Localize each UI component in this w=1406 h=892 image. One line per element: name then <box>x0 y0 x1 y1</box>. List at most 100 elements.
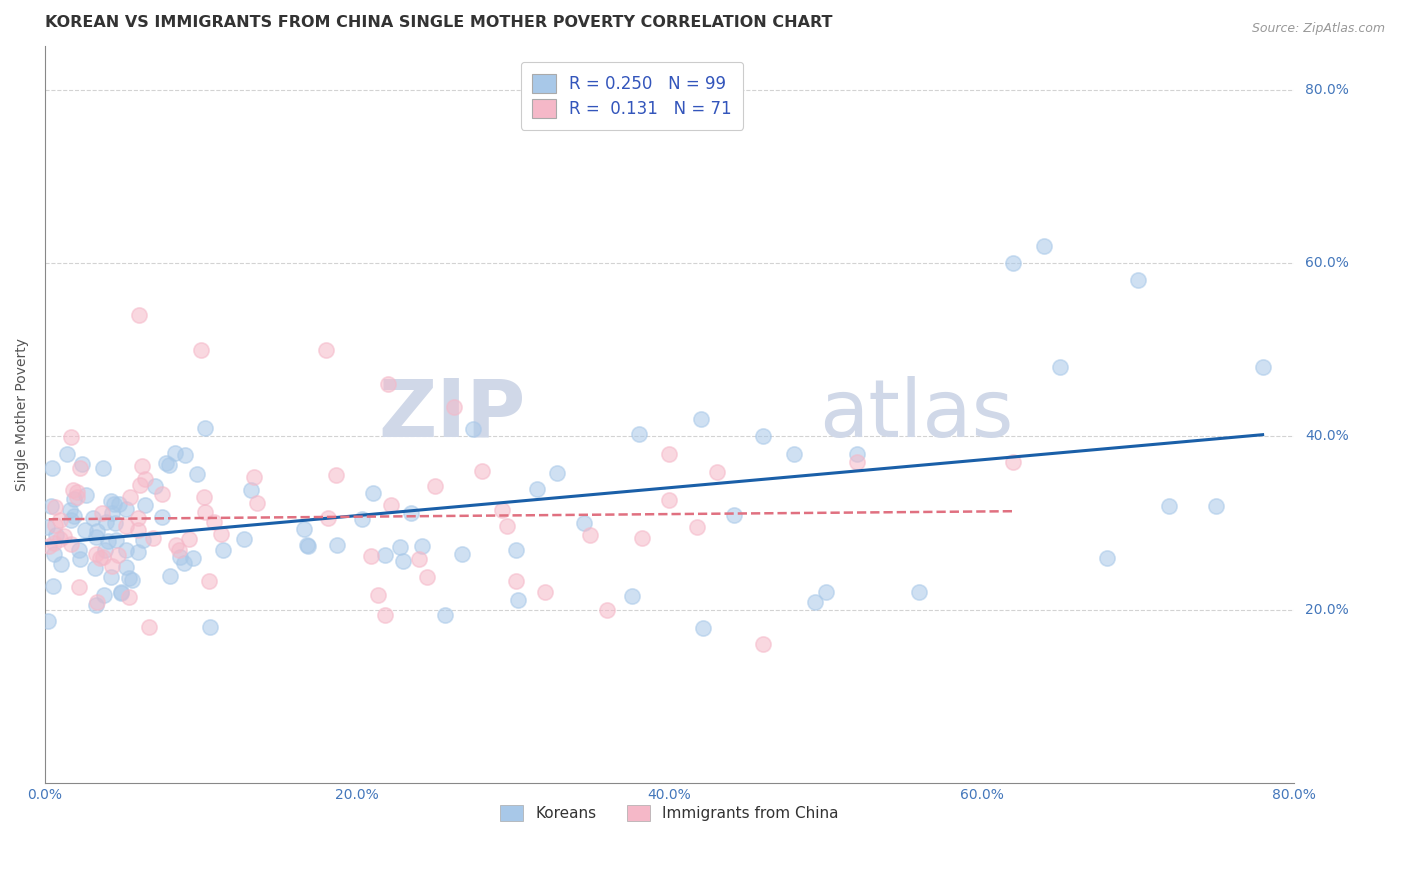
Point <box>574 516 596 530</box>
Point <box>1095 550 1118 565</box>
Point <box>82 511 104 525</box>
Point <box>181 550 204 565</box>
Point <box>505 542 527 557</box>
Point <box>374 607 396 622</box>
Point <box>157 458 180 472</box>
Point <box>692 621 714 635</box>
Point <box>134 498 156 512</box>
Point <box>202 516 225 530</box>
Point <box>1001 455 1024 469</box>
Point <box>45 528 67 542</box>
Point <box>596 603 619 617</box>
Point <box>471 464 494 478</box>
Point <box>97 533 120 548</box>
Point <box>814 585 837 599</box>
Point <box>66 491 89 505</box>
Point <box>350 512 373 526</box>
Point <box>408 552 430 566</box>
Point <box>804 594 827 608</box>
Legend: Koreans, Immigrants from China: Koreans, Immigrants from China <box>494 798 845 827</box>
Point <box>723 508 745 522</box>
Point <box>491 503 513 517</box>
Point <box>104 516 127 530</box>
Point <box>533 585 555 599</box>
Point <box>1001 256 1024 270</box>
Point <box>101 506 124 520</box>
Point <box>1049 360 1071 375</box>
Point <box>115 519 138 533</box>
Point <box>89 551 111 566</box>
Point <box>127 523 149 537</box>
Point <box>579 528 602 542</box>
Text: atlas: atlas <box>820 376 1014 454</box>
Point <box>169 549 191 564</box>
Point <box>374 548 396 562</box>
Point <box>115 502 138 516</box>
Point <box>131 459 153 474</box>
Point <box>174 448 197 462</box>
Point <box>107 548 129 562</box>
Point <box>167 543 190 558</box>
Point <box>200 620 222 634</box>
Point <box>75 488 97 502</box>
Point <box>186 467 208 482</box>
Point <box>627 426 650 441</box>
Point <box>443 400 465 414</box>
Point <box>132 533 155 547</box>
Point <box>84 530 107 544</box>
Point <box>433 607 456 622</box>
Point <box>399 506 422 520</box>
Point <box>44 518 66 533</box>
Point <box>240 483 263 497</box>
Point <box>361 486 384 500</box>
Point <box>845 455 868 469</box>
Point <box>631 531 654 545</box>
Point <box>39 499 62 513</box>
Point <box>63 491 86 506</box>
Text: Source: ZipAtlas.com: Source: ZipAtlas.com <box>1251 22 1385 36</box>
Point <box>316 511 339 525</box>
Point <box>190 343 212 357</box>
Point <box>86 524 108 538</box>
Point <box>67 543 90 558</box>
Point <box>142 531 165 545</box>
Point <box>101 558 124 573</box>
Point <box>1157 499 1180 513</box>
Point <box>62 483 84 497</box>
Point <box>292 522 315 536</box>
Point <box>37 614 59 628</box>
Point <box>908 585 931 599</box>
Point <box>35 520 58 534</box>
Point <box>59 430 82 444</box>
Point <box>94 515 117 529</box>
Point <box>103 497 125 511</box>
Point <box>150 510 173 524</box>
Point <box>91 461 114 475</box>
Point <box>118 591 141 605</box>
Point <box>143 479 166 493</box>
Point <box>67 580 90 594</box>
Point <box>128 478 150 492</box>
Text: KOREAN VS IMMIGRANTS FROM CHINA SINGLE MOTHER POVERTY CORRELATION CHART: KOREAN VS IMMIGRANTS FROM CHINA SINGLE M… <box>45 15 832 30</box>
Point <box>75 523 97 537</box>
Point <box>155 456 177 470</box>
Point <box>134 472 156 486</box>
Text: 40.0%: 40.0% <box>1305 429 1348 443</box>
Point <box>416 570 439 584</box>
Point <box>107 497 129 511</box>
Point <box>62 509 84 524</box>
Point <box>194 505 217 519</box>
Point <box>165 538 187 552</box>
Point <box>425 479 447 493</box>
Point <box>159 569 181 583</box>
Point <box>110 585 132 599</box>
Point <box>232 532 254 546</box>
Point <box>110 586 132 600</box>
Point <box>689 412 711 426</box>
Point <box>1205 499 1227 513</box>
Point <box>115 543 138 558</box>
Point <box>783 447 806 461</box>
Point <box>59 503 82 517</box>
Point <box>546 467 568 481</box>
Point <box>380 499 402 513</box>
